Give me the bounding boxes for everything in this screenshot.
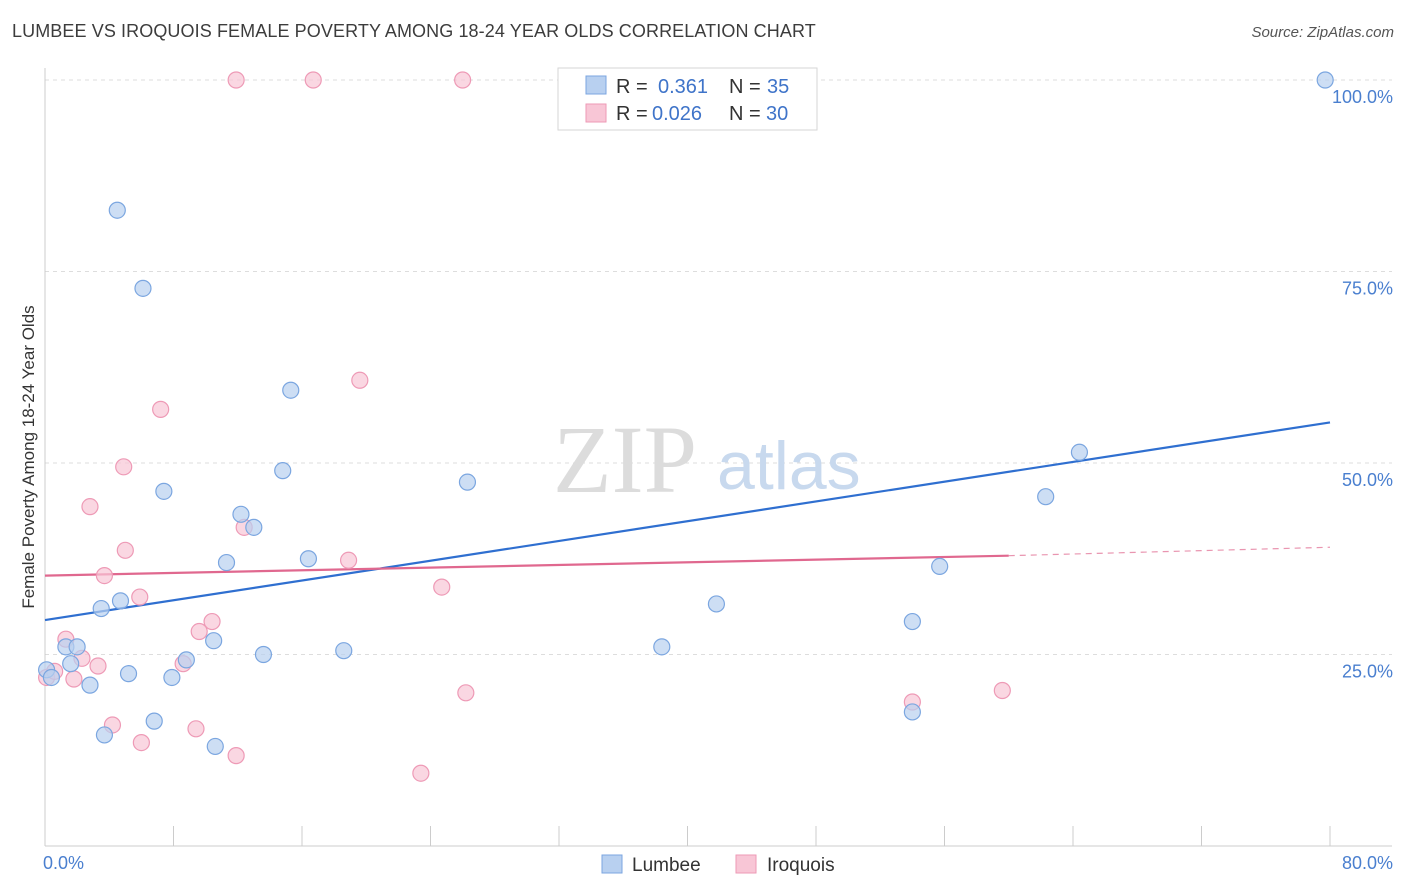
x-tick-label: 0.0% [43, 853, 84, 873]
lumbee-point [134, 279, 152, 297]
legend-r-label-iroquois: R = [616, 103, 648, 125]
source-credit: Source: ZipAtlas.com [1251, 24, 1394, 41]
lumbee-point [92, 599, 110, 618]
lumbee-point [653, 638, 671, 656]
y-tick-label: 100.0% [1332, 87, 1393, 107]
bottom-legend-swatch-lumbee [601, 854, 623, 874]
watermark-zip: ZIP [553, 406, 697, 513]
lumbee-point [458, 473, 477, 491]
lumbee-point [1037, 488, 1055, 506]
legend-swatch-lumbee [585, 75, 607, 95]
iroquois-point [227, 747, 245, 765]
lumbee-trend-line [44, 421, 1331, 622]
lumbee-point [903, 612, 921, 631]
legend-swatch-iroquois [585, 103, 607, 123]
lumbee-point [254, 645, 273, 664]
lumbee-point [62, 655, 80, 673]
bottom-legend-swatch-iroquois [735, 854, 757, 874]
trend-lines [44, 421, 1331, 622]
lumbee-point [245, 518, 263, 536]
y-axis-label: Female Poverty Among 18-24 Year Olds [19, 305, 38, 608]
lumbee-point [707, 595, 726, 613]
y-tick-label: 50.0% [1342, 470, 1393, 490]
lumbee-point [177, 651, 195, 669]
iroquois-point [433, 578, 451, 596]
lumbee-point [42, 668, 61, 687]
lumbee-point [95, 726, 114, 744]
x-tick-label: 80.0% [1342, 853, 1393, 873]
legend-r-value-lumbee: 0.361 [658, 76, 708, 98]
iroquois-trend-line [44, 554, 1009, 577]
lumbee-point [1316, 71, 1334, 89]
iroquois-point [993, 681, 1011, 700]
iroquois-point [304, 71, 322, 89]
lumbee-point [155, 482, 173, 500]
lumbee-point [163, 668, 181, 687]
iroquois-trend-extension [1008, 546, 1331, 557]
legend-bottom: Lumbee Iroquois [601, 854, 835, 876]
iroquois-point [116, 541, 134, 559]
iroquois-point [454, 71, 472, 89]
lumbee-point [299, 550, 318, 568]
axes [44, 68, 1392, 847]
lumbee-point [119, 665, 138, 683]
legend-top: R = 0.361 N = 35 R = 0.026 N = 30 [557, 67, 818, 131]
iroquois-point [339, 551, 358, 569]
legend-n-value-lumbee: 35 [767, 76, 789, 98]
lumbee-point [335, 642, 353, 660]
lumbee-point [206, 737, 224, 756]
lumbee-point [217, 553, 236, 572]
iroquois-point [65, 670, 83, 688]
iroquois-point [131, 588, 149, 606]
lumbee-point [232, 505, 250, 523]
lumbee-point [145, 712, 163, 730]
iroquois-point [187, 720, 205, 738]
iroquois-point [412, 764, 430, 782]
lumbee-point [111, 592, 130, 610]
legend-n-value-iroquois: 30 [766, 103, 788, 125]
grid-lines [45, 79, 1392, 655]
iroquois-point [132, 733, 150, 752]
y-tick-label: 25.0% [1342, 662, 1393, 682]
iroquois-point [351, 371, 369, 389]
watermark: ZIP atlas [553, 406, 861, 513]
chart-title: LUMBEE VS IROQUOIS FEMALE POVERTY AMONG … [12, 21, 816, 41]
legend-r-value-iroquois: 0.026 [652, 103, 702, 125]
legend-r-label-lumbee: R = [616, 76, 648, 98]
lumbee-point [282, 381, 300, 399]
lumbee-point [205, 632, 223, 650]
lumbee-point [1070, 443, 1089, 461]
iroquois-point [227, 71, 245, 89]
legend-n-label-iroquois: N = [729, 103, 761, 125]
bottom-legend-iroquois: Iroquois [767, 855, 835, 876]
lumbee-point [903, 703, 921, 721]
bottom-legend-lumbee: Lumbee [632, 855, 701, 876]
iroquois-point [89, 657, 107, 675]
lumbee-point [68, 638, 86, 656]
y-tick-label: 75.0% [1342, 279, 1393, 299]
iroquois-point [190, 622, 208, 641]
tick-labels: 25.0% 50.0% 75.0% 100.0% 0.0% 80.0% [43, 87, 1393, 873]
lumbee-point [274, 462, 292, 480]
lumbee-point [931, 557, 949, 576]
iroquois-point [457, 684, 475, 702]
iroquois-point [81, 498, 99, 516]
watermark-atlas: atlas [717, 428, 861, 504]
lumbee-point [81, 676, 99, 694]
iroquois-point [203, 612, 221, 631]
lumbee-point [108, 201, 126, 219]
legend-n-label-lumbee: N = [729, 76, 761, 98]
iroquois-point [152, 400, 170, 418]
data-points [38, 71, 1334, 782]
iroquois-point [115, 458, 133, 476]
iroquois-point [95, 567, 114, 585]
